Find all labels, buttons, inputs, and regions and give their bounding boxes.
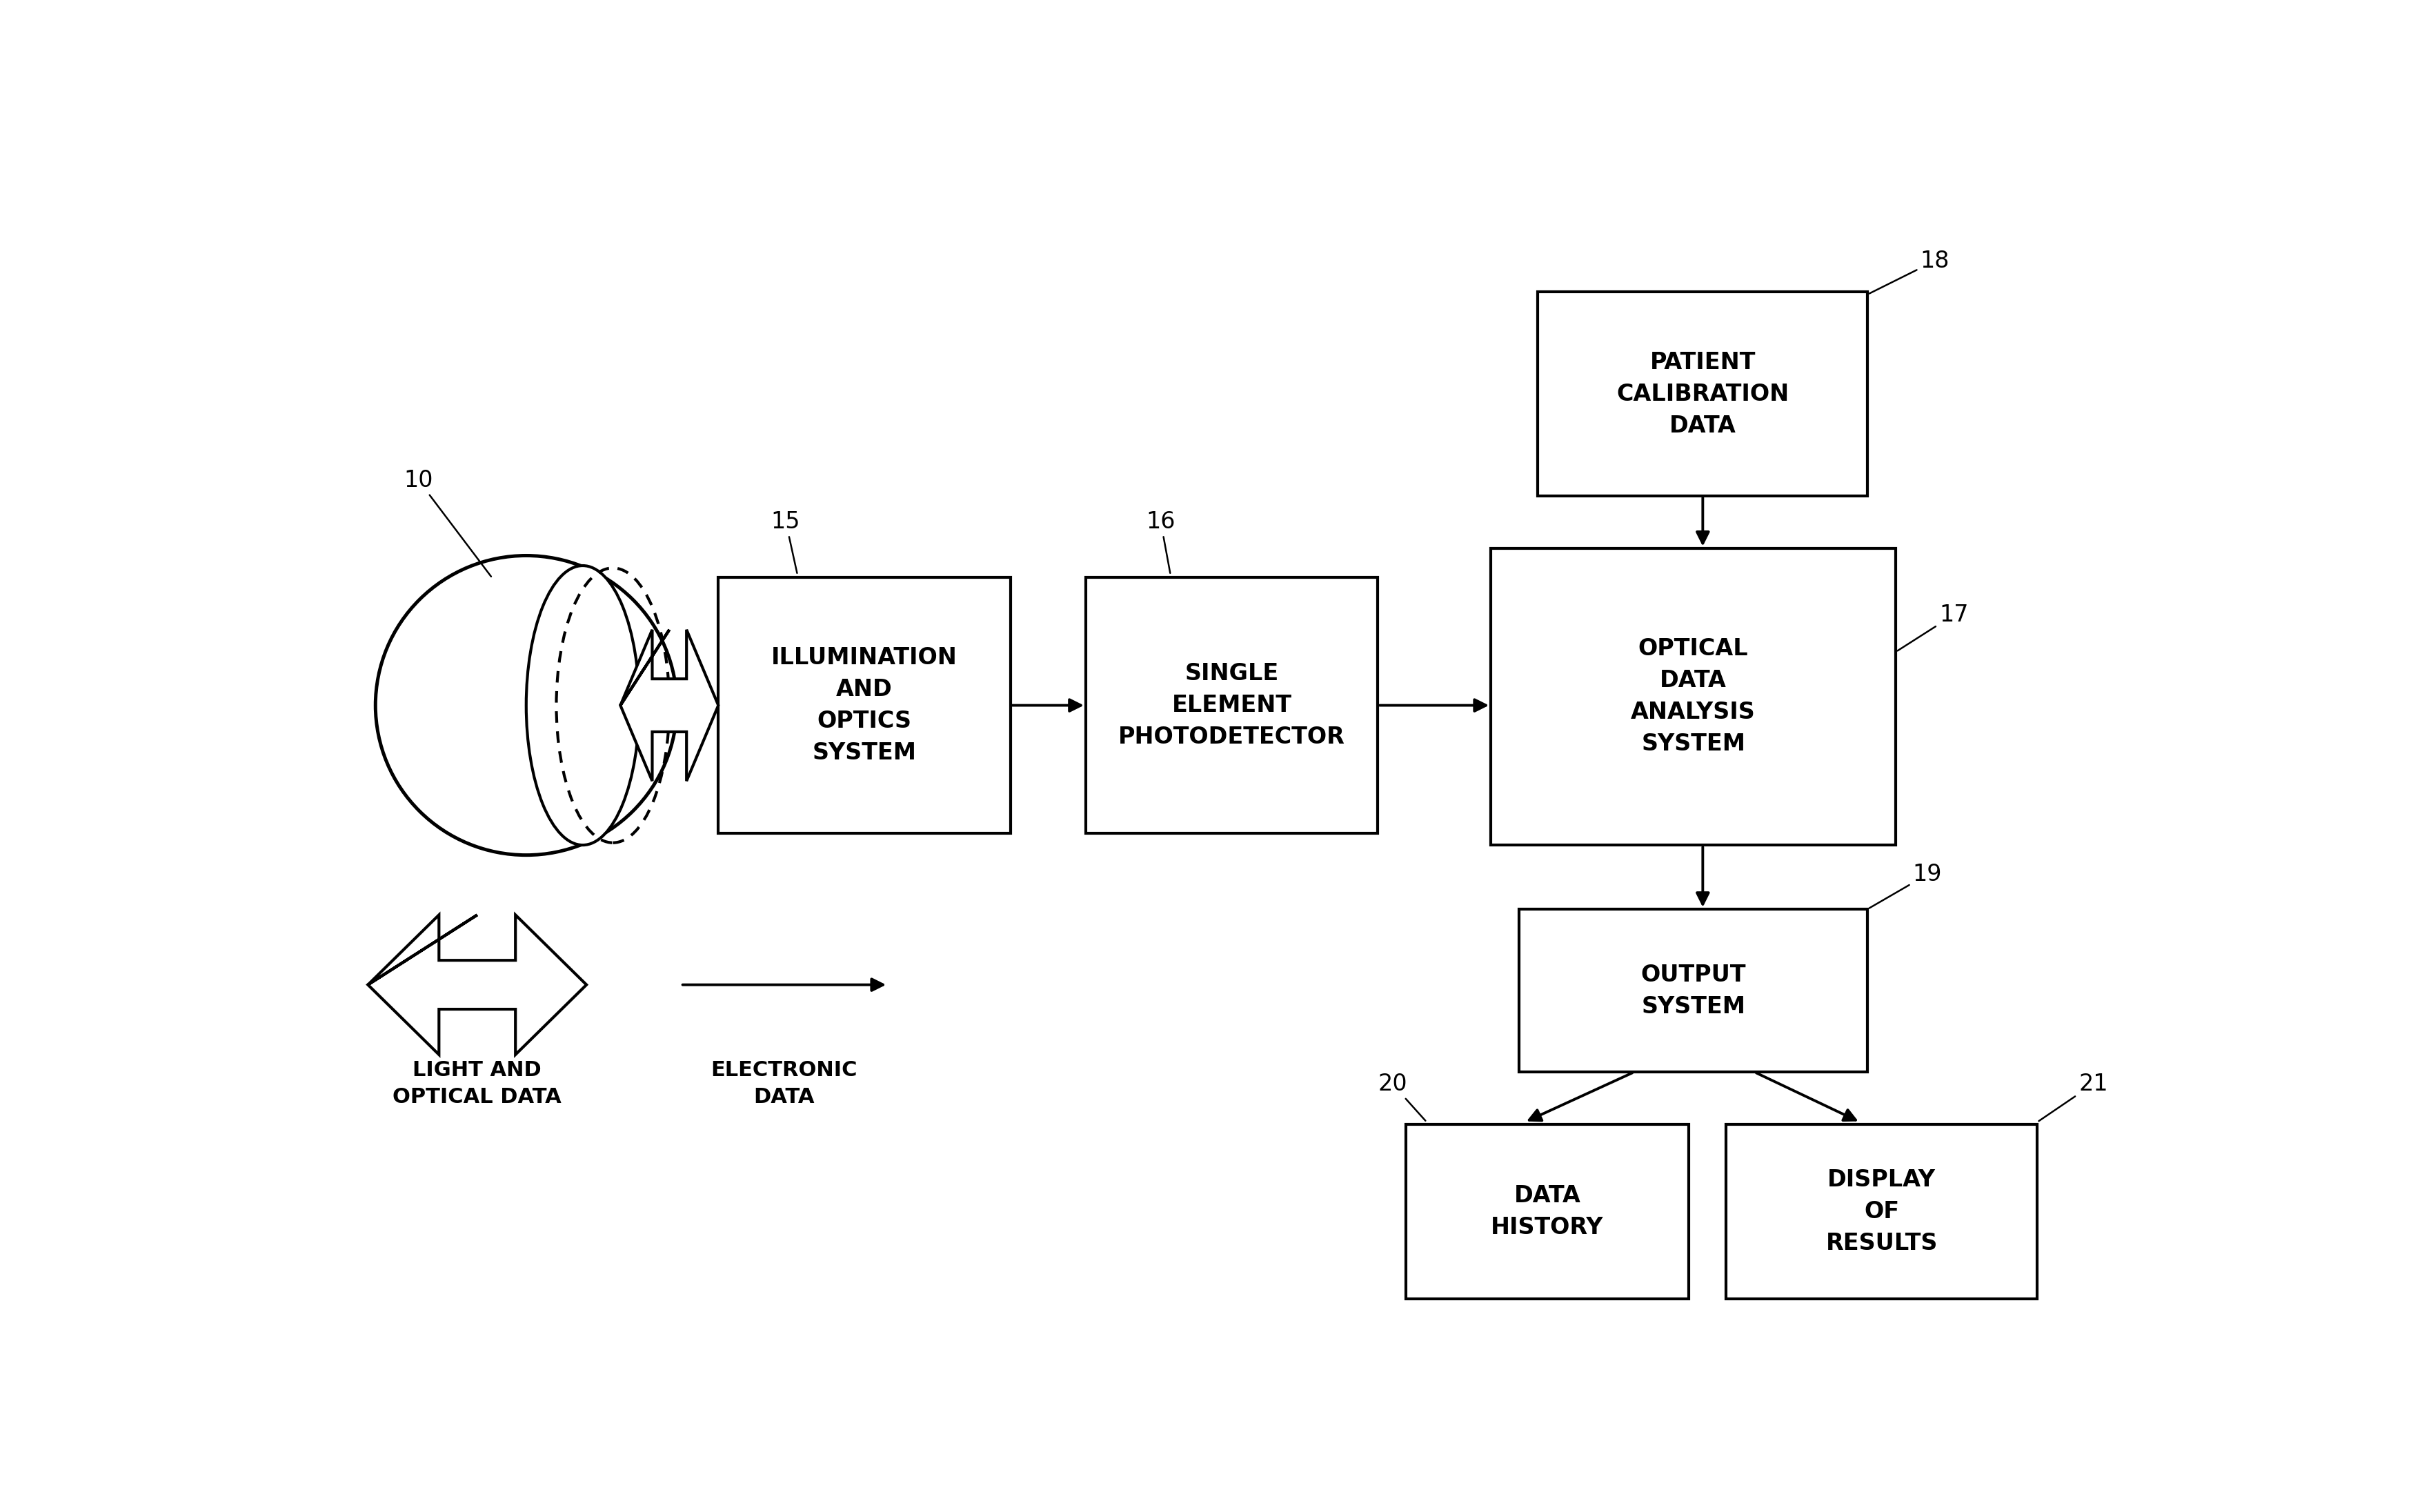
- Text: 21: 21: [2040, 1072, 2108, 1120]
- Text: 18: 18: [1869, 249, 1950, 293]
- Polygon shape: [367, 915, 586, 1055]
- Bar: [1087, 578, 1378, 833]
- Text: OUTPUT
SYSTEM: OUTPUT SYSTEM: [1641, 963, 1745, 1018]
- Text: 10: 10: [404, 469, 491, 576]
- Bar: [1539, 292, 1867, 496]
- Text: ILLUMINATION
AND
OPTICS
SYSTEM: ILLUMINATION AND OPTICS SYSTEM: [771, 646, 958, 765]
- Text: 15: 15: [771, 510, 800, 573]
- Text: 17: 17: [1899, 603, 1969, 650]
- Bar: [1405, 1125, 1690, 1299]
- Text: 19: 19: [1869, 863, 1942, 909]
- Text: LIGHT AND
OPTICAL DATA: LIGHT AND OPTICAL DATA: [394, 1060, 562, 1107]
- Bar: [1519, 909, 1867, 1072]
- Text: 20: 20: [1378, 1072, 1425, 1120]
- Text: OPTICAL
DATA
ANALYSIS
SYSTEM: OPTICAL DATA ANALYSIS SYSTEM: [1631, 638, 1755, 756]
- Text: DATA
HISTORY: DATA HISTORY: [1490, 1184, 1604, 1238]
- Ellipse shape: [374, 555, 676, 856]
- Text: SINGLE
ELEMENT
PHOTODETECTOR: SINGLE ELEMENT PHOTODETECTOR: [1118, 662, 1344, 748]
- Text: DISPLAY
OF
RESULTS: DISPLAY OF RESULTS: [1826, 1169, 1938, 1255]
- Ellipse shape: [525, 565, 639, 845]
- Bar: [1726, 1125, 2037, 1299]
- Text: ELECTRONIC
DATA: ELECTRONIC DATA: [710, 1060, 858, 1107]
- Text: PATIENT
CALIBRATION
DATA: PATIENT CALIBRATION DATA: [1617, 351, 1789, 437]
- Bar: [720, 578, 1011, 833]
- Text: 16: 16: [1145, 510, 1174, 573]
- Bar: [1490, 549, 1896, 845]
- Polygon shape: [620, 629, 720, 782]
